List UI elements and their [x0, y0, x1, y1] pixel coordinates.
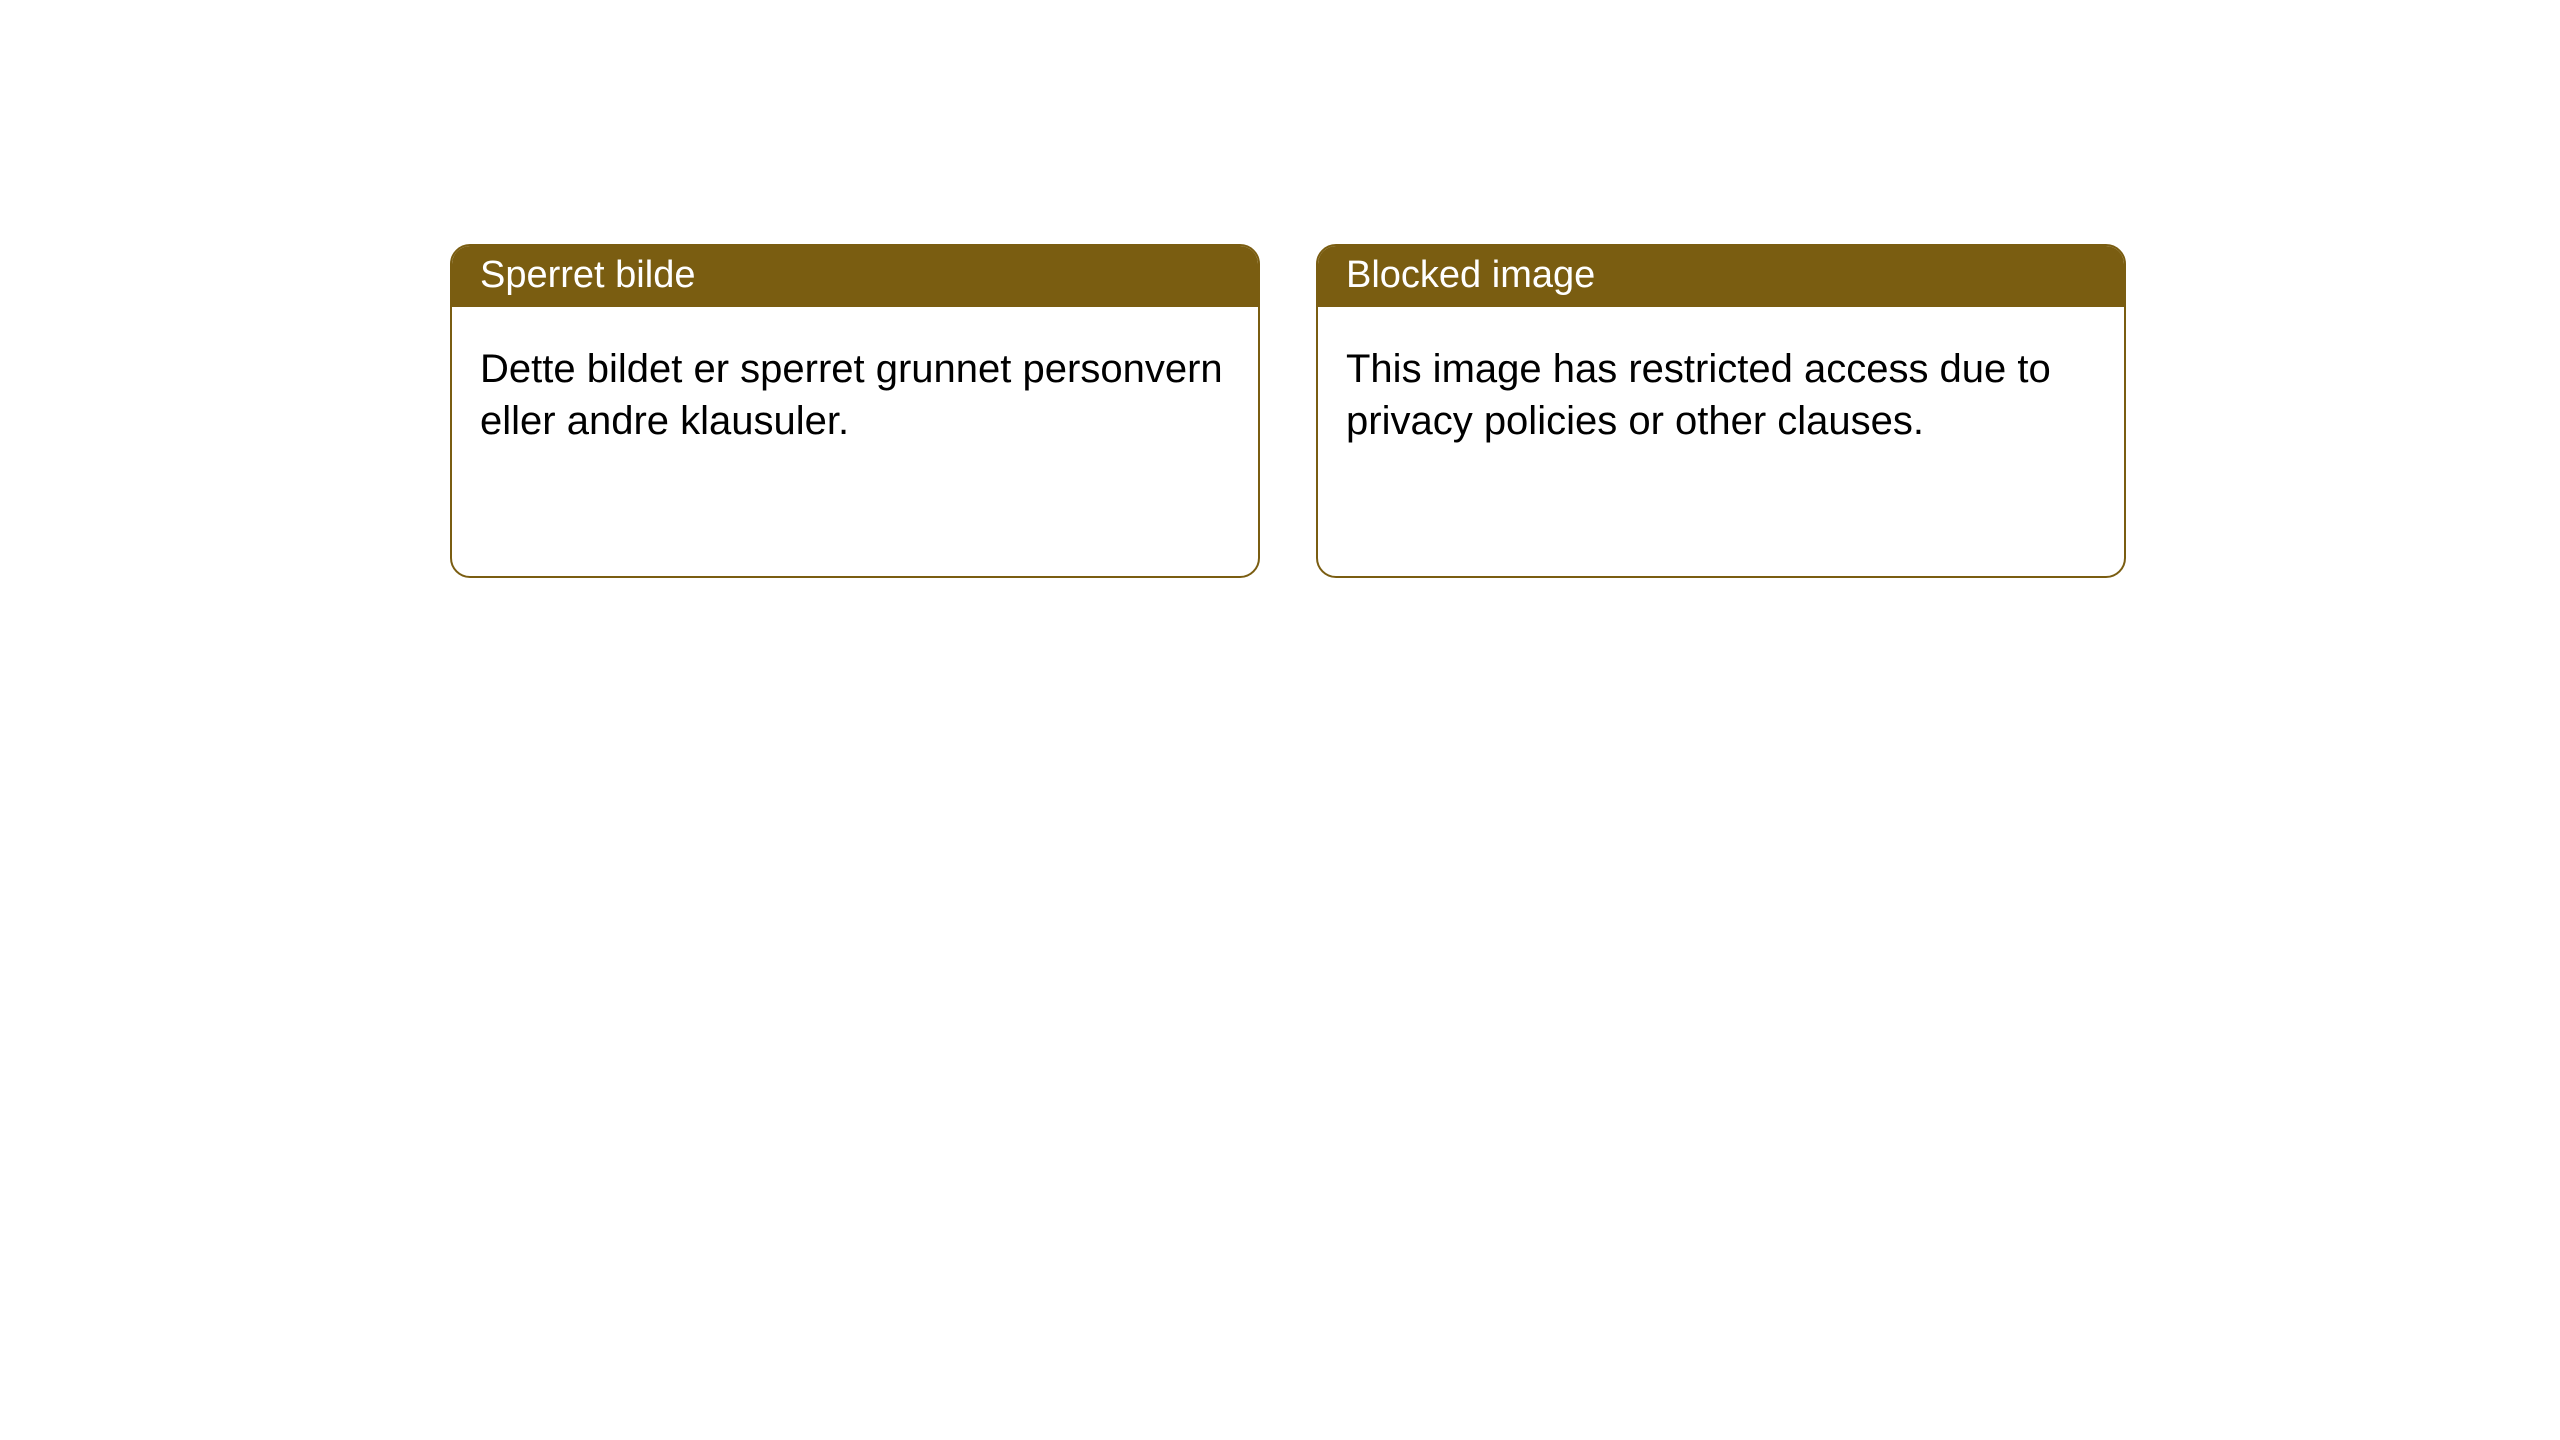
- card-body-norwegian: Dette bildet er sperret grunnet personve…: [452, 307, 1258, 467]
- blocked-image-card-english: Blocked image This image has restricted …: [1316, 244, 2126, 578]
- blocked-image-card-norwegian: Sperret bilde Dette bildet er sperret gr…: [450, 244, 1260, 578]
- card-body-english: This image has restricted access due to …: [1318, 307, 2124, 467]
- card-title-english: Blocked image: [1318, 246, 2124, 307]
- card-title-norwegian: Sperret bilde: [452, 246, 1258, 307]
- notice-cards-container: Sperret bilde Dette bildet er sperret gr…: [0, 0, 2560, 578]
